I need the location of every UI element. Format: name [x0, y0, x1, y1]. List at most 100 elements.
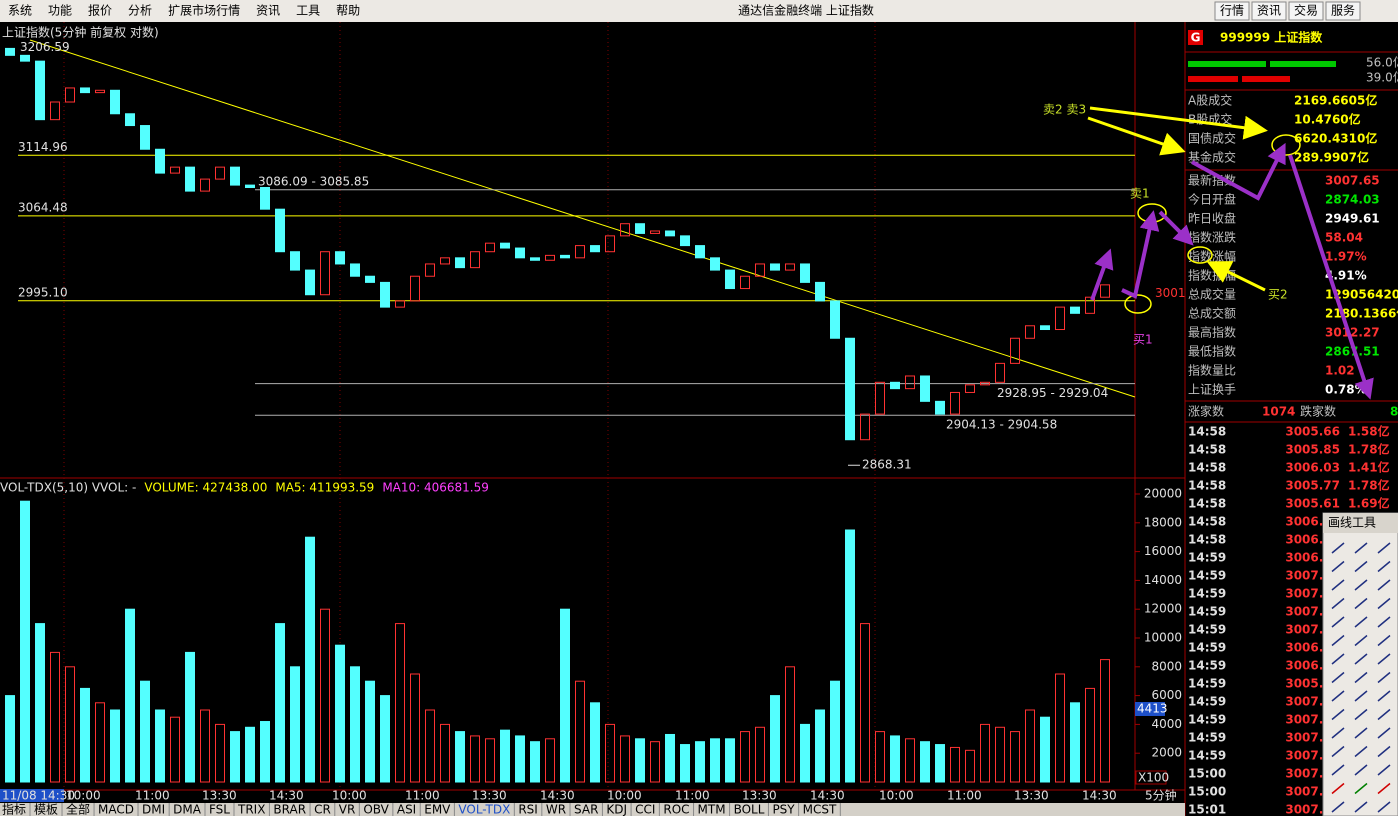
tool-icon[interactable]	[1331, 579, 1345, 591]
y-tick-label: 14000	[1144, 573, 1182, 587]
tool-icon[interactable]	[1331, 597, 1345, 610]
volume-bar	[410, 673, 420, 783]
tab[interactable]: VR	[339, 803, 356, 816]
tab[interactable]: DMA	[173, 803, 202, 816]
volume-bar	[530, 741, 540, 783]
tab[interactable]: EMV	[424, 803, 451, 816]
tool-icon[interactable]	[1331, 542, 1345, 554]
tab[interactable]: TRIX	[237, 803, 265, 816]
tool-icon[interactable]	[1354, 745, 1368, 758]
tool-icon[interactable]	[1377, 782, 1391, 795]
tool-icon[interactable]	[1331, 764, 1345, 776]
tab[interactable]: PSY	[772, 803, 795, 816]
tab[interactable]: 模板	[34, 803, 58, 816]
tool-icon[interactable]	[1354, 653, 1368, 665]
volume-bar	[260, 721, 270, 783]
tool-icon[interactable]	[1377, 764, 1391, 776]
range-label: 2904.13 - 2904.58	[946, 418, 1057, 432]
tab[interactable]: ASI	[397, 803, 416, 816]
tab[interactable]: RSI	[518, 803, 538, 816]
tool-icon[interactable]	[1354, 764, 1368, 776]
tool-icon[interactable]	[1354, 671, 1368, 684]
tab[interactable]: FSL	[209, 803, 230, 816]
menu-item[interactable]: 资讯	[256, 4, 280, 18]
tab[interactable]: OBV	[363, 803, 389, 816]
tab[interactable]: CCI	[635, 803, 655, 816]
tool-icon[interactable]	[1354, 708, 1368, 721]
tool-icon[interactable]	[1354, 690, 1368, 702]
tool-icon[interactable]	[1331, 671, 1345, 684]
tab[interactable]: VOL-TDX	[458, 803, 510, 816]
tool-icon[interactable]	[1354, 634, 1368, 647]
tool-icon[interactable]	[1354, 801, 1368, 813]
tab[interactable]: MACD	[98, 803, 134, 816]
menu-button-label[interactable]: 交易	[1294, 3, 1318, 18]
tool-icon[interactable]	[1377, 653, 1391, 665]
tool-icon[interactable]	[1354, 597, 1368, 610]
menu-item[interactable]: 报价	[88, 3, 112, 18]
tick-price: 3005.61	[1285, 497, 1340, 511]
menu-item[interactable]: 功能	[48, 4, 72, 18]
menu-button-label[interactable]: 服务	[1331, 3, 1355, 18]
tab[interactable]: DMI	[142, 803, 165, 816]
volume-bar	[710, 738, 720, 783]
menu-item[interactable]: 扩展市场行情	[168, 3, 240, 18]
tool-icon[interactable]	[1354, 616, 1368, 628]
tab[interactable]: SAR	[574, 803, 598, 816]
candle	[995, 362, 1005, 383]
menu-item[interactable]: 帮助	[336, 4, 360, 18]
tick-time: 14:59	[1188, 641, 1226, 655]
tab[interactable]: BRAR	[273, 803, 306, 816]
annotation-arrow	[1191, 142, 1286, 201]
tab[interactable]: WR	[546, 803, 566, 816]
tool-icon[interactable]	[1377, 690, 1391, 702]
tool-icon[interactable]	[1377, 801, 1391, 813]
tool-icon[interactable]	[1377, 616, 1391, 628]
volume-bar	[560, 608, 570, 783]
tab[interactable]: BOLL	[734, 803, 765, 816]
tool-icon[interactable]	[1377, 634, 1391, 647]
tool-icon[interactable]	[1331, 745, 1345, 758]
tool-icon[interactable]	[1331, 560, 1345, 573]
tool-icon[interactable]	[1377, 727, 1391, 739]
menu-button-label[interactable]: 资讯	[1257, 4, 1281, 18]
tab[interactable]: CR	[314, 803, 331, 816]
tool-icon[interactable]	[1377, 597, 1391, 610]
tool-icon[interactable]	[1377, 745, 1391, 758]
menu-item[interactable]: 系统	[8, 4, 32, 18]
menu-button-label[interactable]: 行情	[1220, 4, 1244, 18]
tool-icon[interactable]	[1377, 708, 1391, 721]
tool-icon[interactable]	[1354, 579, 1368, 591]
y-tick-label: 16000	[1144, 544, 1182, 558]
row-label: 指数振幅	[1188, 268, 1236, 283]
volume-bar	[485, 738, 495, 783]
tool-icon[interactable]	[1331, 616, 1345, 628]
tab[interactable]: 指标	[2, 802, 26, 816]
tab[interactable]: MCST	[803, 803, 837, 816]
tab[interactable]: 全部	[66, 802, 90, 816]
tool-icon[interactable]	[1354, 542, 1368, 554]
tab[interactable]: MTM	[698, 803, 726, 816]
tool-icon[interactable]	[1354, 782, 1368, 795]
menu-item[interactable]: 工具	[296, 4, 320, 18]
tool-icon[interactable]	[1377, 579, 1391, 591]
menu-item[interactable]: 分析	[128, 4, 152, 18]
candle	[875, 381, 885, 415]
tool-icon[interactable]	[1331, 690, 1345, 702]
tool-icon[interactable]	[1331, 653, 1345, 665]
tool-icon[interactable]	[1331, 782, 1345, 795]
tool-icon[interactable]	[1377, 560, 1391, 573]
tool-icon[interactable]	[1354, 560, 1368, 573]
tool-icon[interactable]	[1377, 671, 1391, 684]
tool-icon[interactable]	[1331, 801, 1345, 813]
tab[interactable]: ROC	[663, 803, 689, 816]
tool-icon[interactable]	[1331, 727, 1345, 739]
tool-icon[interactable]	[1354, 727, 1368, 739]
row-label: 总成交量	[1188, 287, 1236, 302]
tool-icon[interactable]	[1377, 542, 1391, 554]
y-tick-label: 18000	[1144, 515, 1182, 529]
tool-icon[interactable]	[1331, 708, 1345, 721]
tab[interactable]: KDJ	[606, 803, 627, 816]
tool-icon[interactable]	[1331, 634, 1345, 647]
